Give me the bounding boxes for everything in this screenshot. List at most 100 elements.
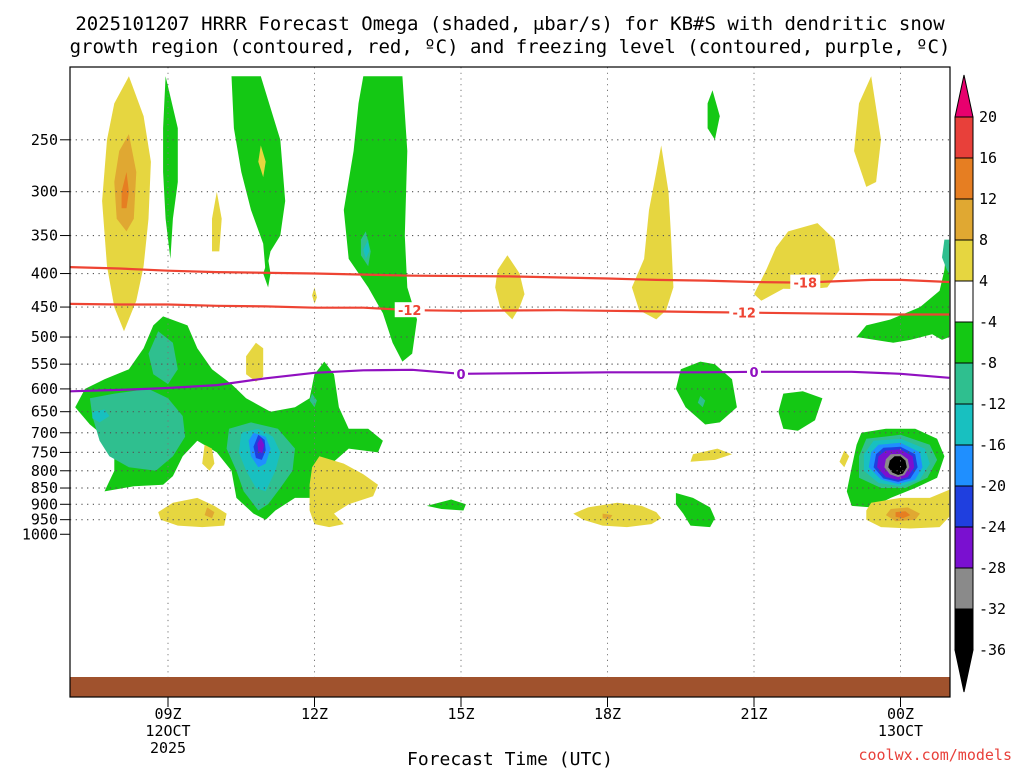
y-tick-label-650: 650 bbox=[31, 403, 58, 421]
contour-label-3: 0 bbox=[456, 368, 465, 383]
omega-region-14 bbox=[707, 90, 720, 140]
contour-label-bg-4 bbox=[747, 363, 761, 379]
y-tick-label-550: 550 bbox=[31, 355, 58, 373]
omega-region-17 bbox=[856, 243, 950, 343]
omega-region-38 bbox=[690, 448, 732, 462]
omega-region-18 bbox=[942, 239, 950, 274]
omega-region-36 bbox=[602, 513, 613, 520]
omega-region-11 bbox=[363, 239, 370, 259]
colorbar-segment-6 bbox=[954, 362, 974, 405]
colorbar-label-4: 4 bbox=[979, 272, 988, 290]
omega-region-37 bbox=[675, 493, 715, 528]
colorbar-label-3: 8 bbox=[979, 231, 988, 249]
colorbar-bottom-arrow bbox=[954, 649, 974, 693]
omega-region-50 bbox=[888, 456, 907, 475]
omega-region-54 bbox=[895, 511, 911, 519]
omega-region-9 bbox=[343, 76, 417, 362]
contour-dendritic-bottom bbox=[70, 302, 950, 316]
y-tick-label-600: 600 bbox=[31, 380, 58, 398]
omega-region-33 bbox=[309, 456, 378, 528]
y-tick-label-850: 850 bbox=[31, 479, 58, 497]
colorbar-segment-8 bbox=[954, 444, 974, 487]
x-tick-label-21Z-0: 21Z bbox=[740, 705, 767, 723]
omega-region-22 bbox=[92, 409, 110, 423]
colorbar-segment-3 bbox=[954, 239, 974, 282]
plot-frame bbox=[69, 66, 951, 698]
contour-label-2: -12 bbox=[732, 307, 756, 322]
colorbar-segment-11 bbox=[954, 567, 974, 610]
x-tick-label-00Z-1: 13OCT bbox=[878, 722, 923, 740]
colorbar-label-9: -20 bbox=[979, 477, 1006, 495]
x-tick-label-18Z-0: 18Z bbox=[594, 705, 621, 723]
ground-surface bbox=[70, 677, 950, 697]
y-tick-label-350: 350 bbox=[31, 227, 58, 245]
omega-region-12 bbox=[495, 255, 525, 320]
colorbar-label-1: 16 bbox=[979, 149, 997, 167]
contour-dendritic-top bbox=[70, 266, 950, 284]
contour-label-bg-0 bbox=[790, 274, 821, 290]
contour-label-1: -12 bbox=[398, 304, 422, 319]
omega-region-5 bbox=[231, 76, 286, 274]
colorbar-segment-7 bbox=[954, 403, 974, 446]
y-tick-label-400: 400 bbox=[31, 265, 58, 283]
colorbar-label-2: 12 bbox=[979, 190, 997, 208]
y-tick-label-500: 500 bbox=[31, 328, 58, 346]
colorbar-label-0: 20 bbox=[979, 108, 997, 126]
omega-region-27 bbox=[257, 437, 265, 454]
omega-region-6 bbox=[258, 145, 266, 178]
y-tick-label-800: 800 bbox=[31, 462, 58, 480]
omega-region-29 bbox=[246, 342, 264, 382]
colorbar-label-11: -28 bbox=[979, 559, 1006, 577]
y-tick-label-1000: 1000 bbox=[22, 525, 58, 543]
colorbar-top-arrow bbox=[954, 74, 974, 118]
y-tick-label-700: 700 bbox=[31, 424, 58, 442]
omega-region-34 bbox=[426, 499, 466, 511]
colorbar-segment-2 bbox=[954, 198, 974, 241]
omega-region-28 bbox=[309, 393, 317, 408]
y-tick-label-750: 750 bbox=[31, 443, 58, 461]
credit-text: coolwx.com/models bbox=[858, 746, 1012, 764]
chart-title-line2: growth region (contoured, red, ºC) and f… bbox=[70, 36, 951, 58]
omega-region-16 bbox=[854, 76, 881, 187]
omega-region-2 bbox=[121, 172, 129, 209]
colorbar-label-13: -36 bbox=[979, 641, 1006, 659]
colorbar-legend: 20 16 12 8 4 -4 -8 -12 -16 -20 -24 -28 -32 -36 bbox=[954, 74, 1006, 693]
x-tick-label-15Z-0: 15Z bbox=[447, 705, 474, 723]
omega-region-40 bbox=[697, 395, 706, 408]
y-tick-label-300: 300 bbox=[31, 183, 58, 201]
contour-label-bg-2 bbox=[729, 304, 760, 320]
x-tick-label-00Z-0: 00Z bbox=[887, 705, 914, 723]
omega-region-31 bbox=[158, 497, 227, 528]
y-tick-label-900: 900 bbox=[31, 495, 58, 513]
contour-label-bg-1 bbox=[394, 302, 425, 318]
y-tick-label-250: 250 bbox=[31, 131, 58, 149]
colorbar-segment-5 bbox=[954, 321, 974, 364]
omega-region-30 bbox=[202, 444, 215, 471]
colorbar-label-6: -8 bbox=[979, 354, 997, 372]
omega-region-3 bbox=[163, 76, 178, 259]
colorbar-label-5: -4 bbox=[979, 313, 997, 331]
colorbar-segment-10 bbox=[954, 526, 974, 569]
omega-region-51 bbox=[839, 450, 850, 468]
colorbar-segment-9 bbox=[954, 485, 974, 528]
contour-label-bg-3 bbox=[454, 365, 468, 381]
contour-label-0: -18 bbox=[794, 277, 818, 292]
gridlines bbox=[70, 67, 950, 677]
omega-region-39 bbox=[675, 361, 737, 425]
colorbar-label-12: -32 bbox=[979, 600, 1006, 618]
omega-region-41 bbox=[778, 391, 823, 431]
contour-label-4: 0 bbox=[749, 366, 758, 381]
colorbar-label-8: -16 bbox=[979, 436, 1006, 454]
chart-title-line1: 2025101207 HRRR Forecast Omega (shaded, … bbox=[75, 13, 945, 35]
omega-region-20 bbox=[89, 388, 186, 471]
colorbar-label-7: -12 bbox=[979, 395, 1006, 413]
x-tick-label-09Z-1: 12OCT bbox=[145, 722, 190, 740]
omega-region-13 bbox=[631, 145, 674, 320]
y-tick-label-950: 950 bbox=[31, 511, 58, 529]
colorbar-segment-12 bbox=[954, 608, 974, 651]
y-tick-label-450: 450 bbox=[31, 298, 58, 316]
y-axis: 2503003504004505005506006507007508008509… bbox=[22, 131, 70, 543]
omega-region-21 bbox=[148, 331, 178, 385]
